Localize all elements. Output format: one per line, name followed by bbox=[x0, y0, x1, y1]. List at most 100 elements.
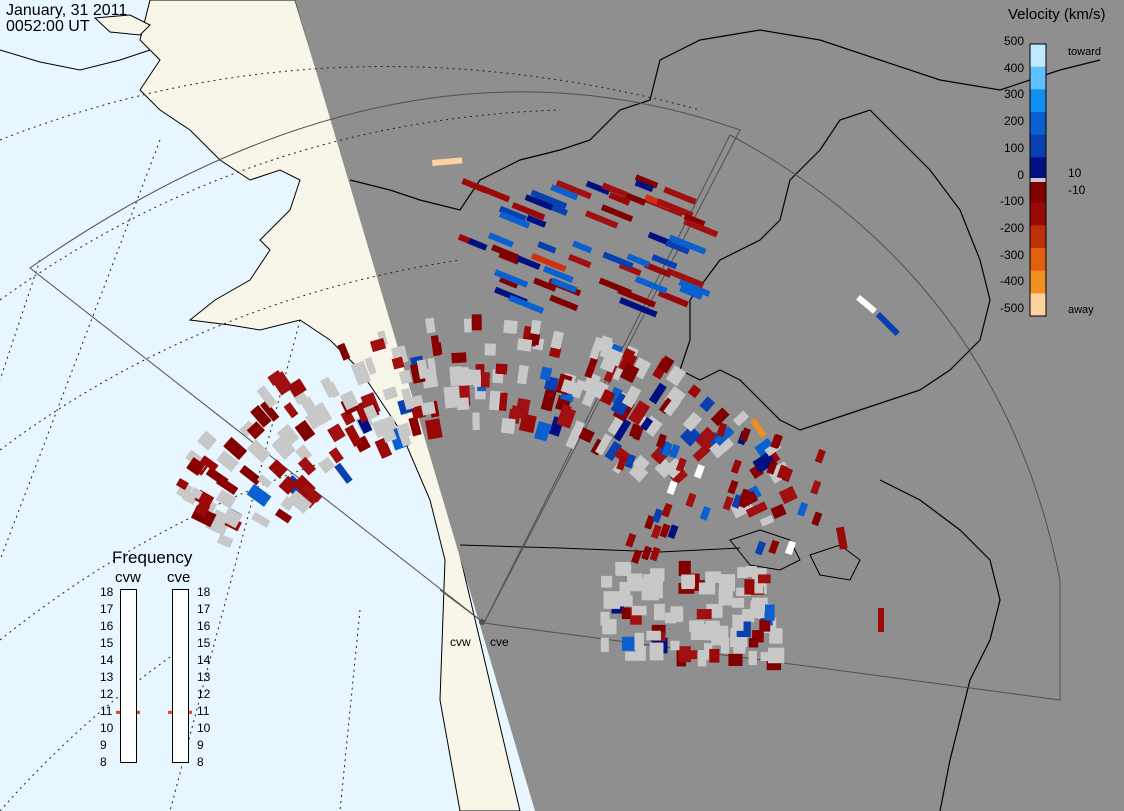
scatter-cell bbox=[200, 455, 219, 472]
scatter-cell bbox=[216, 450, 240, 473]
scatter-cell bbox=[663, 397, 681, 417]
scatter-cell bbox=[280, 496, 296, 512]
scatter-cell bbox=[647, 580, 663, 599]
scatter-cell bbox=[631, 549, 643, 564]
scatter-cell bbox=[722, 496, 734, 511]
scatter-cell bbox=[391, 356, 405, 370]
scatter-cell bbox=[626, 253, 651, 268]
scatter-cell bbox=[765, 604, 775, 621]
scatter-cell bbox=[246, 483, 272, 507]
frequency-tick-label: 15 bbox=[197, 636, 211, 650]
scatter-cell bbox=[649, 642, 664, 661]
scatter-cell bbox=[718, 589, 733, 606]
frequency-tick-label: 12 bbox=[197, 687, 211, 701]
scatter-cell bbox=[670, 640, 680, 651]
scatter-cell bbox=[205, 467, 229, 487]
frequency-tick-label: 11 bbox=[197, 704, 210, 718]
frequency-tick-label: 8 bbox=[100, 755, 107, 769]
scatter-cell bbox=[363, 404, 379, 421]
scatter-cell bbox=[508, 294, 545, 314]
scatter-cell bbox=[619, 581, 631, 596]
scatter-cell bbox=[679, 425, 702, 447]
coastline-east bbox=[879, 479, 1001, 811]
scatter-cell bbox=[737, 567, 748, 579]
colorbar-segment bbox=[1030, 44, 1046, 68]
scatter-cell bbox=[652, 508, 664, 524]
scatter-cell bbox=[340, 390, 359, 411]
frequency-title: Frequency bbox=[112, 548, 193, 567]
scatter-cell bbox=[217, 534, 234, 548]
scatter-cell bbox=[530, 252, 567, 273]
scatter-cell bbox=[259, 400, 280, 422]
scatter-cell bbox=[565, 429, 581, 450]
scatter-cell bbox=[472, 412, 480, 431]
scatter-cell bbox=[622, 191, 647, 206]
scatter-cell bbox=[657, 355, 675, 374]
scatter-cell bbox=[618, 351, 638, 373]
velocity-minus10-label: -10 bbox=[1068, 183, 1086, 197]
scatter-cell bbox=[628, 462, 649, 483]
scatter-cell bbox=[246, 439, 272, 464]
scatter-cell bbox=[683, 213, 706, 228]
scatter-cell bbox=[615, 561, 631, 576]
scatter-cell bbox=[661, 502, 673, 518]
scatter-cell bbox=[727, 479, 739, 495]
scatter-cell bbox=[374, 437, 393, 459]
coastline-north bbox=[349, 29, 1101, 211]
scatter-cell bbox=[530, 189, 568, 210]
day-land bbox=[139, 0, 521, 811]
scatter-cell bbox=[311, 402, 333, 425]
scatter-cell bbox=[696, 609, 712, 620]
scatter-cell bbox=[608, 192, 631, 206]
scatter-cell bbox=[598, 277, 632, 296]
velocity-tick-label: -400 bbox=[999, 274, 1024, 289]
radar-name-cvw: cvw bbox=[115, 569, 141, 586]
scatter-cell bbox=[739, 427, 751, 443]
scatter-cell bbox=[618, 297, 658, 318]
scatter-cell bbox=[683, 218, 719, 238]
colorbar-segment bbox=[1030, 89, 1046, 113]
scatter-cell bbox=[605, 348, 624, 367]
scatter-cell bbox=[302, 483, 323, 503]
scatter-cell bbox=[189, 486, 203, 500]
scatter-cell bbox=[810, 480, 822, 495]
date-label: January, 31 2011 bbox=[6, 2, 128, 19]
scatter-cell bbox=[621, 385, 642, 408]
scatter-cell bbox=[797, 502, 809, 517]
scatter-cell bbox=[534, 421, 552, 442]
velocity-tick-label: 500 bbox=[1003, 34, 1024, 48]
scatter-cell bbox=[656, 198, 694, 219]
scatter-cell bbox=[621, 636, 635, 651]
scatter-cell bbox=[649, 546, 661, 562]
scatter-cell bbox=[730, 459, 742, 474]
scatter-cell bbox=[268, 459, 288, 479]
scatter-cell bbox=[585, 180, 611, 196]
scatter-cell bbox=[782, 467, 794, 483]
scatter-cell bbox=[648, 382, 667, 405]
velocity-tick-label: -500 bbox=[999, 301, 1024, 315]
frequency-tick-label: 9 bbox=[100, 738, 107, 752]
frequency-tick-label: 18 bbox=[100, 585, 114, 599]
scatter-cell bbox=[278, 475, 298, 495]
scatter-cell bbox=[584, 210, 619, 229]
fov-outlines bbox=[29, 91, 1061, 701]
velocity-tick-label: 400 bbox=[1003, 60, 1024, 75]
scatter-cell bbox=[604, 440, 623, 462]
scatter-cell bbox=[516, 364, 529, 385]
scatter-cell bbox=[752, 630, 764, 643]
scatter-cell bbox=[754, 437, 775, 458]
scatter-cell bbox=[599, 389, 616, 406]
scatter-cell bbox=[748, 650, 757, 666]
scatter-cell bbox=[525, 214, 547, 228]
scatter-cell bbox=[357, 416, 373, 434]
scatter-cell bbox=[625, 651, 639, 661]
scatter-cell bbox=[524, 194, 554, 211]
scatter-cell bbox=[540, 388, 557, 412]
scatter-cell bbox=[641, 545, 653, 561]
scatter-cell bbox=[511, 202, 546, 221]
scatter-cell bbox=[568, 253, 592, 269]
scatter-cell bbox=[427, 357, 437, 372]
scatter-cell bbox=[664, 612, 677, 624]
scatter-cell bbox=[730, 628, 739, 638]
